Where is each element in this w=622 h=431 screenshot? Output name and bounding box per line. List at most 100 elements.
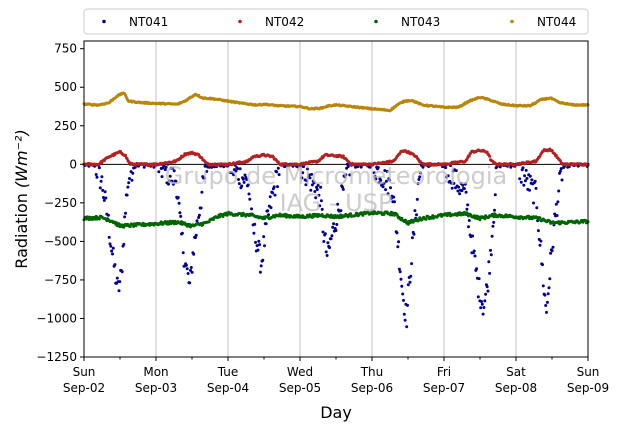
y-tick-label: −750 [44, 273, 77, 287]
x-tick-day-label: Sun [577, 365, 600, 379]
data-point [539, 239, 543, 243]
data-point [205, 170, 209, 173]
data-point [157, 170, 161, 174]
data-point [320, 207, 324, 211]
legend-marker [374, 19, 378, 24]
data-point [128, 177, 131, 180]
data-point [160, 175, 164, 179]
data-point [533, 179, 537, 183]
y-tick-label: −1250 [36, 350, 77, 364]
data-point [318, 204, 322, 208]
data-point [276, 185, 279, 189]
data-point [541, 284, 545, 288]
data-point [421, 165, 425, 169]
legend-marker [238, 19, 242, 24]
data-point [538, 216, 542, 220]
data-point [173, 219, 177, 223]
data-point [523, 174, 527, 178]
data-point [232, 173, 236, 177]
y-tick-label: −250 [44, 196, 77, 210]
data-point [452, 181, 456, 185]
y-tick-label: 250 [54, 119, 77, 133]
data-point [245, 178, 249, 181]
x-tick-day-label: Tue [217, 365, 239, 379]
data-point [461, 183, 465, 187]
data-point [309, 188, 313, 192]
series-layer [82, 91, 590, 329]
watermark: Grupo de Micrometeorologia IAG - USP [165, 162, 507, 217]
legend: NT041 NT042 NT043 NT044 [83, 8, 589, 35]
data-point [406, 303, 409, 307]
data-point [106, 213, 110, 217]
data-point [152, 165, 156, 169]
data-point [210, 165, 214, 169]
data-point [410, 236, 414, 240]
data-point [532, 201, 535, 205]
data-point [124, 211, 127, 215]
data-point [379, 178, 383, 182]
y-axis-title-text: Radiation [12, 193, 31, 269]
data-point [472, 249, 476, 253]
data-point [316, 183, 320, 187]
data-point [236, 167, 240, 171]
data-point [310, 172, 314, 176]
data-point [412, 232, 416, 236]
legend-label: NT041 [129, 15, 168, 29]
data-point [300, 176, 304, 180]
legend-marker [102, 19, 106, 24]
data-point [188, 281, 192, 285]
data-point [259, 264, 263, 268]
data-point [254, 240, 257, 244]
data-point [242, 180, 246, 184]
data-point [396, 245, 400, 249]
data-point [94, 173, 98, 176]
data-point [110, 249, 114, 253]
data-point [200, 190, 204, 194]
data-point [330, 234, 334, 238]
data-point [194, 233, 198, 237]
x-tick-date-label: Sep-03 [135, 381, 177, 395]
data-point [130, 178, 134, 182]
data-point [463, 182, 467, 186]
data-point [240, 184, 244, 188]
data-point [484, 292, 488, 296]
data-point [186, 272, 190, 275]
data-point [256, 248, 260, 252]
data-point [331, 225, 335, 229]
data-point [107, 235, 111, 239]
data-point [346, 165, 350, 169]
data-point [314, 196, 318, 200]
data-point [446, 174, 450, 178]
data-point [238, 167, 242, 171]
x-axis-title: Day [320, 403, 352, 422]
data-point [462, 187, 466, 191]
y-tick-label: −1000 [36, 311, 77, 325]
data-point [465, 207, 469, 211]
data-point [479, 306, 483, 310]
data-point [248, 197, 252, 201]
data-point [482, 306, 486, 309]
data-point [273, 193, 277, 197]
data-point [336, 202, 340, 206]
data-point [246, 183, 250, 187]
data-point [178, 211, 182, 215]
data-point [124, 153, 127, 157]
data-point [555, 214, 559, 217]
data-point [543, 293, 547, 297]
x-tick-day-label: Wed [287, 365, 313, 379]
data-point [98, 186, 102, 190]
data-point [123, 215, 127, 219]
data-point [538, 243, 542, 247]
data-point [545, 310, 548, 314]
data-point [180, 231, 184, 235]
x-tick-date-label: Sep-05 [279, 381, 321, 395]
data-point [467, 154, 471, 158]
data-point [485, 150, 489, 154]
data-point [485, 285, 489, 289]
data-point [400, 284, 404, 288]
data-point [359, 165, 363, 169]
data-point [419, 171, 422, 175]
data-point [120, 270, 124, 274]
data-point [164, 165, 168, 169]
data-point [518, 177, 522, 181]
